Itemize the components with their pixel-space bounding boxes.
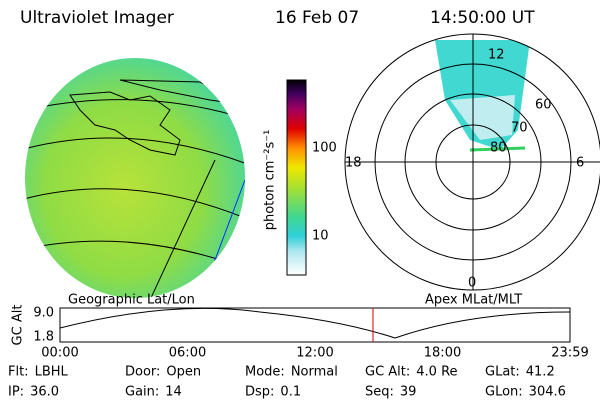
field-label: GLat: bbox=[485, 365, 520, 380]
timeline-xtick: 23:59 bbox=[551, 346, 588, 361]
field-value: Open bbox=[166, 365, 201, 380]
field-value: 304.6 bbox=[529, 385, 566, 400]
map-caption: Geographic Lat/Lon bbox=[68, 293, 195, 308]
colorbar-tick: 100 bbox=[312, 141, 337, 156]
timeline-xtick: 00:00 bbox=[41, 346, 78, 361]
timeline-ylabel: GC Alt bbox=[11, 305, 26, 346]
field-label: GC Alt: bbox=[365, 365, 410, 380]
timeline-xtick: 06:00 bbox=[169, 346, 206, 361]
field-label: Dsp: bbox=[245, 385, 274, 400]
timeline bbox=[59, 307, 571, 343]
ring-label: 70 bbox=[511, 121, 528, 136]
field-label: Gain: bbox=[125, 385, 159, 400]
colorbar-tick: 10 bbox=[312, 229, 329, 244]
timeline-xtick: 12:00 bbox=[296, 346, 333, 361]
field-value: 14 bbox=[165, 385, 182, 400]
colorbar bbox=[286, 79, 307, 276]
title: Ultraviolet Imager bbox=[20, 8, 174, 28]
field-value: LBHL bbox=[35, 365, 69, 380]
timeline-ytick: 9.0 bbox=[33, 306, 54, 321]
mlt-label: 12 bbox=[488, 48, 505, 63]
field-label: Flt: bbox=[8, 365, 29, 380]
ring-label: 80 bbox=[490, 141, 507, 156]
polar-plot bbox=[344, 33, 600, 291]
field-value: 0.1 bbox=[280, 385, 301, 400]
ring-label: 60 bbox=[535, 98, 552, 113]
time: 14:50:00 UT bbox=[430, 8, 535, 28]
field-label: Mode: bbox=[245, 365, 285, 380]
timeline-xtick: 18:00 bbox=[424, 346, 461, 361]
field-value: 41.2 bbox=[526, 365, 555, 380]
field-value: Normal bbox=[291, 365, 338, 380]
field-label: Seq: bbox=[365, 385, 394, 400]
globe-image bbox=[25, 58, 245, 298]
field-label: GLon: bbox=[485, 385, 523, 400]
timeline-ytick: 1.8 bbox=[33, 330, 54, 345]
mlt-label: 6 bbox=[576, 156, 584, 171]
colorbar-label: photon cm⁻²s⁻¹ bbox=[263, 130, 278, 231]
mlt-label: 18 bbox=[345, 156, 362, 171]
field-value: 39 bbox=[400, 385, 417, 400]
polar-caption: Apex MLat/MLT bbox=[425, 293, 522, 308]
field-label: Door: bbox=[125, 365, 160, 380]
field-label: IP: bbox=[8, 385, 24, 400]
date: 16 Feb 07 bbox=[275, 8, 359, 28]
field-value: 4.0 Re bbox=[416, 365, 457, 380]
mlt-label: 0 bbox=[468, 276, 476, 291]
field-value: 36.0 bbox=[30, 385, 59, 400]
